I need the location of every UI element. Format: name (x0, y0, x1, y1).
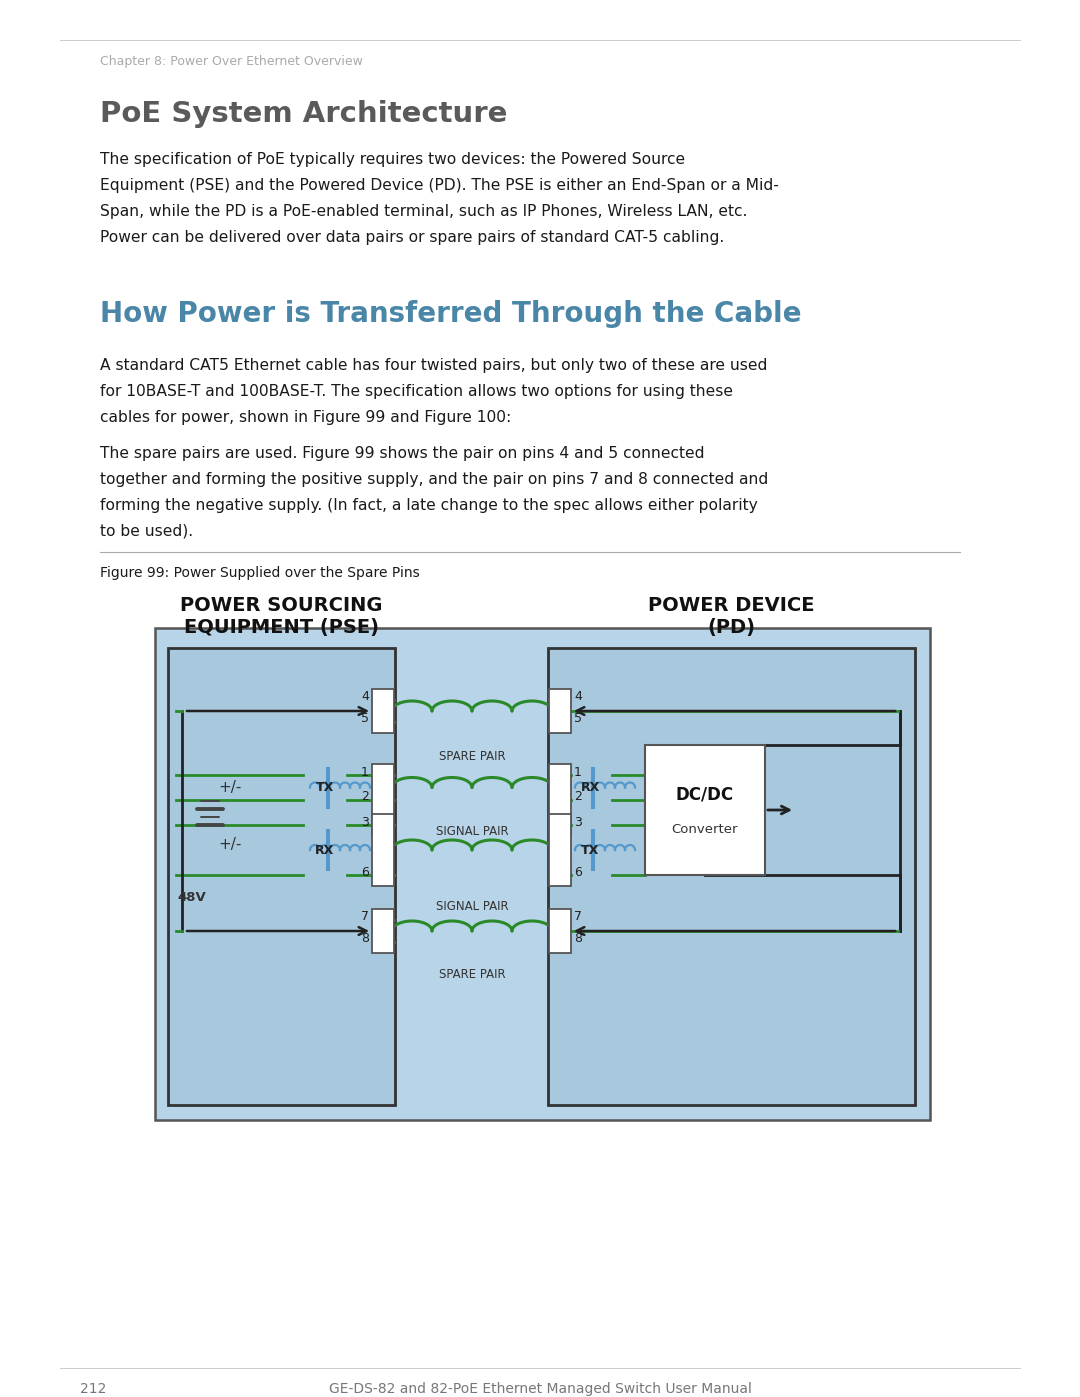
Text: 8: 8 (573, 933, 582, 946)
Text: DC/DC: DC/DC (676, 785, 734, 803)
Bar (156, 629, 930, 1120)
Text: 2: 2 (361, 791, 369, 803)
Text: SIGNAL PAIR: SIGNAL PAIR (435, 826, 509, 838)
Text: TX: TX (581, 844, 599, 856)
Text: PoE System Architecture: PoE System Architecture (100, 101, 508, 129)
Text: 1: 1 (573, 766, 582, 778)
Text: A standard CAT5 Ethernet cable has four twisted pairs, but only two of these are: A standard CAT5 Ethernet cable has four … (100, 358, 768, 373)
Text: forming the negative supply. (In fact, a late change to the spec allows either p: forming the negative supply. (In fact, a… (100, 497, 758, 513)
Text: GE-DS-82 and 82-PoE Ethernet Managed Switch User Manual: GE-DS-82 and 82-PoE Ethernet Managed Swi… (328, 1382, 752, 1396)
Text: 7: 7 (361, 911, 369, 923)
Text: TX: TX (315, 781, 334, 793)
Text: 7: 7 (573, 911, 582, 923)
Bar (549, 909, 571, 953)
Bar (549, 764, 571, 835)
Text: Span, while the PD is a PoE-enabled terminal, such as IP Phones, Wireless LAN, e: Span, while the PD is a PoE-enabled term… (100, 204, 747, 219)
Text: Figure 99: Power Supplied over the Spare Pins: Figure 99: Power Supplied over the Spare… (100, 566, 420, 580)
Text: 4: 4 (573, 690, 582, 704)
Text: Converter: Converter (672, 823, 739, 835)
Text: 2: 2 (573, 791, 582, 803)
Text: (PD): (PD) (707, 617, 756, 637)
Text: 8: 8 (361, 933, 369, 946)
Bar (372, 689, 394, 733)
Text: +/-: +/- (218, 780, 242, 795)
Bar (548, 648, 915, 1105)
Text: 6: 6 (361, 866, 369, 879)
Text: SPARE PAIR: SPARE PAIR (438, 750, 505, 763)
Text: SPARE PAIR: SPARE PAIR (438, 968, 505, 981)
Text: The specification of PoE typically requires two devices: the Powered Source: The specification of PoE typically requi… (100, 152, 685, 168)
Text: Power can be delivered over data pairs or spare pairs of standard CAT-5 cabling.: Power can be delivered over data pairs o… (100, 231, 725, 244)
Text: +/-: +/- (218, 837, 242, 852)
Text: 3: 3 (361, 816, 369, 828)
Text: The spare pairs are used. Figure 99 shows the pair on pins 4 and 5 connected: The spare pairs are used. Figure 99 show… (100, 446, 704, 461)
Text: together and forming the positive supply, and the pair on pins 7 and 8 connected: together and forming the positive supply… (100, 472, 768, 488)
Text: POWER SOURCING: POWER SOURCING (180, 597, 382, 615)
Bar (645, 745, 765, 875)
Text: 1: 1 (361, 766, 369, 778)
Text: 212: 212 (80, 1382, 106, 1396)
Text: EQUIPMENT (PSE): EQUIPMENT (PSE) (184, 617, 379, 637)
Text: Equipment (PSE) and the Powered Device (PD). The PSE is either an End-Span or a : Equipment (PSE) and the Powered Device (… (100, 177, 779, 193)
Text: 48V: 48V (177, 891, 206, 904)
Text: SIGNAL PAIR: SIGNAL PAIR (435, 900, 509, 914)
Bar (549, 814, 571, 886)
Bar (372, 764, 394, 835)
Text: to be used).: to be used). (100, 524, 193, 539)
Text: POWER DEVICE: POWER DEVICE (648, 597, 814, 615)
Text: RX: RX (315, 844, 335, 856)
Text: for 10BASE-T and 100BASE-T. The specification allows two options for using these: for 10BASE-T and 100BASE-T. The specific… (100, 384, 733, 400)
Bar (372, 814, 394, 886)
Text: 5: 5 (573, 712, 582, 725)
Text: How Power is Transferred Through the Cable: How Power is Transferred Through the Cab… (100, 300, 801, 328)
Text: 5: 5 (361, 712, 369, 725)
Bar (549, 689, 571, 733)
Text: 3: 3 (573, 816, 582, 828)
Text: Chapter 8: Power Over Ethernet Overview: Chapter 8: Power Over Ethernet Overview (100, 54, 363, 68)
Text: 6: 6 (573, 866, 582, 879)
Bar (372, 909, 394, 953)
Text: RX: RX (580, 781, 599, 793)
Text: cables for power, shown in Figure 99 and Figure 100:: cables for power, shown in Figure 99 and… (100, 409, 511, 425)
Bar (168, 648, 395, 1105)
Text: 4: 4 (361, 690, 369, 704)
